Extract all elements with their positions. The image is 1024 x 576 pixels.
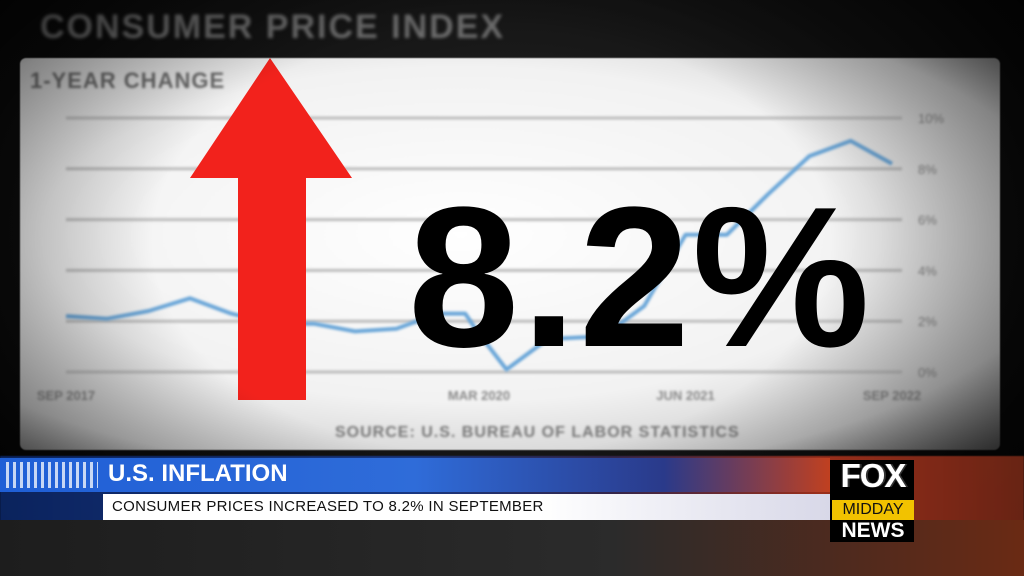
up-arrow-icon-shape	[190, 58, 352, 400]
y-tick-label: 6%	[918, 213, 937, 228]
headline-stripes	[6, 462, 98, 488]
headline-bar	[0, 458, 830, 492]
y-tick-label: 8%	[918, 162, 937, 177]
x-tick-label: SEP 2022	[863, 388, 921, 403]
ticker-text: CONSUMER PRICES INCREASED TO 8.2% IN SEP…	[112, 498, 544, 515]
chart-source: SOURCE: U.S. BUREAU OF LABOR STATISTICS	[335, 424, 740, 441]
x-tick-labels: SEP 2017 MAR 2020 JUN 2021 SEP 2022	[37, 388, 921, 403]
y-tick-labels: 10% 8% 6% 4% 2% 0%	[918, 111, 944, 380]
inflation-value: 8.2%	[408, 166, 872, 389]
x-tick-label: MAR 2020	[448, 388, 510, 403]
up-arrow-icon	[190, 58, 352, 400]
headline-text: U.S. INFLATION	[108, 460, 288, 487]
logo-news-text: NEWS	[841, 519, 905, 542]
x-tick-label: SEP 2017	[37, 388, 95, 403]
y-tick-label: 0%	[918, 365, 937, 380]
x-tick-label: JUN 2021	[656, 388, 715, 403]
ticker-bar	[103, 494, 830, 520]
logo-midday-text: MIDDAY	[832, 500, 914, 520]
y-tick-label: 4%	[918, 263, 937, 278]
logo-fox-text: FOX	[840, 457, 907, 494]
y-tick-label: 10%	[918, 111, 944, 126]
y-tick-label: 2%	[918, 314, 937, 329]
